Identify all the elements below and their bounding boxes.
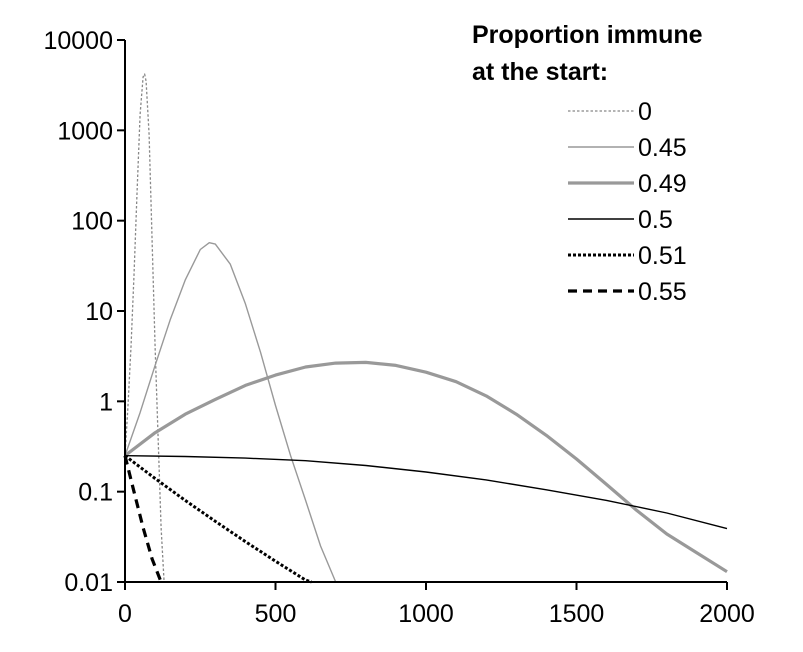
series-line-0: [124, 73, 165, 583]
y-ticks: 0.01 0.1 1 10 100 1000 10000: [43, 27, 125, 597]
x-tick-label: 1500: [549, 600, 605, 628]
y-tick-label: 10000: [43, 27, 113, 55]
series-line-1: [124, 241, 337, 583]
legend-title-line-2: at the start:: [472, 58, 608, 86]
legend-label-5: 0.55: [638, 278, 687, 306]
series-line-5: [123, 455, 163, 583]
legend-label-4: 0.51: [638, 242, 687, 270]
legend: Proportion immune at the start: 0 0.45 0.4…: [472, 21, 703, 306]
y-tick-label: 1: [99, 388, 113, 416]
legend-label-1: 0.45: [638, 134, 687, 162]
series-line-2: [124, 360, 728, 574]
x-tick-label: 0: [118, 600, 132, 628]
legend-label-0: 0: [638, 98, 652, 126]
x-tick-label: 500: [255, 600, 297, 628]
x-ticks: 0 500 1000 1500 2000: [118, 582, 755, 628]
x-tick-label: 1000: [398, 600, 454, 628]
plot-lines: [123, 73, 728, 584]
legend-label-2: 0.49: [638, 170, 687, 198]
x-tick-label: 2000: [699, 600, 755, 628]
legend-label-3: 0.5: [638, 206, 673, 234]
y-tick-label: 10: [85, 298, 113, 326]
y-tick-label: 0.1: [78, 479, 113, 507]
series-line-3: [124, 455, 728, 530]
legend-entries: 0 0.45 0.49 0.5 0.51 0.55: [568, 98, 687, 306]
y-tick-label: 0.01: [64, 569, 113, 597]
y-tick-label: 1000: [57, 117, 113, 145]
legend-title-line-1: Proportion immune: [472, 21, 703, 49]
y-tick-label: 100: [71, 208, 113, 236]
